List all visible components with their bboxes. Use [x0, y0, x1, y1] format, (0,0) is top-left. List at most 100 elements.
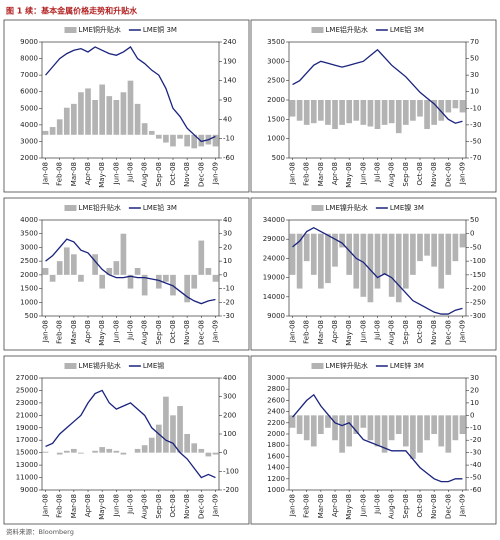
y2-tick-label: 140 — [223, 77, 236, 85]
premium-bar — [367, 233, 374, 303]
premium-bar — [141, 274, 148, 296]
y2-tick-label: -10 — [470, 424, 481, 432]
x-tick-label: Feb-08 — [303, 162, 311, 186]
premium-bar — [78, 274, 84, 282]
premium-bar — [198, 448, 205, 453]
y-tick-label: 21000 — [16, 411, 38, 419]
premium-bar — [113, 450, 120, 453]
x-tick-label: Jan-08 — [42, 320, 50, 343]
premium-bar — [346, 100, 353, 124]
premium-bar — [163, 396, 169, 453]
x-tick-label: May-08 — [345, 320, 353, 346]
x-tick-label: Mar-08 — [70, 494, 78, 518]
x-tick-label: Jan-09 — [458, 494, 466, 517]
legend-swatch — [311, 205, 324, 211]
x-tick-label: Apr-08 — [84, 494, 92, 517]
premium-bar — [120, 92, 127, 135]
y2-tick-label: 400 — [223, 374, 236, 382]
x-tick-label: Jun-08 — [359, 162, 367, 185]
x-tick-label: Dec-08 — [197, 494, 205, 519]
premium-bar — [374, 415, 381, 447]
price-line — [45, 238, 216, 305]
premium-bar — [148, 437, 155, 453]
premium-bar — [388, 100, 395, 124]
premium-bar — [303, 233, 310, 262]
premium-bar — [459, 233, 466, 248]
premium-bar — [170, 134, 176, 147]
premium-bar — [106, 448, 113, 453]
premium-bar — [339, 100, 345, 125]
y2-tick-label: -60 — [470, 486, 481, 494]
premium-bar — [56, 261, 63, 275]
x-tick-label: Feb-08 — [56, 494, 64, 518]
legend-swatch — [311, 27, 324, 33]
y-tick-label: 1000 — [267, 135, 285, 143]
legend-label: LME镍升贴水 — [326, 203, 368, 212]
legend-swatch — [64, 27, 77, 33]
x-tick-label: Jan-08 — [42, 494, 50, 517]
premium-bar — [184, 134, 190, 147]
x-tick-label: May-08 — [98, 162, 106, 188]
premium-bar — [388, 233, 395, 297]
x-tick-label: Apr-08 — [331, 162, 339, 185]
premium-bar — [42, 130, 49, 135]
y-tick-label: 1400 — [267, 464, 285, 472]
x-tick-label: Feb-08 — [303, 320, 311, 344]
x-tick-label: Jun-08 — [112, 494, 120, 517]
y-tick-label: 2000 — [20, 154, 38, 162]
premium-bar — [303, 100, 310, 125]
y2-tick-label: 30 — [470, 374, 479, 382]
premium-bar — [395, 233, 402, 303]
x-tick-label: Dec-08 — [444, 494, 452, 519]
y2-tick-label: 20 — [223, 243, 232, 251]
premium-bar — [120, 233, 127, 275]
legend-label: LME铜升贴水 — [79, 25, 121, 34]
y-tick-label: 14000 — [263, 293, 285, 301]
x-tick-label: Dec-08 — [197, 320, 205, 345]
y-tick-label: 1000 — [20, 298, 38, 306]
legend-label: LME铅 3M — [143, 203, 177, 212]
premium-bar — [148, 130, 155, 135]
source-note: 资料来源：Bloomberg — [6, 527, 74, 536]
x-tick-label: Jul-08 — [127, 162, 135, 183]
x-tick-label: Nov-08 — [430, 494, 438, 519]
premium-bar — [318, 100, 324, 121]
premium-bar — [325, 100, 331, 125]
premium-bar — [78, 92, 84, 135]
premium-bar — [63, 450, 70, 453]
premium-bar — [360, 233, 367, 297]
legend-label: LME锡 — [143, 361, 164, 370]
premium-bar — [134, 448, 141, 453]
x-tick-label: Jan-09 — [458, 320, 466, 343]
y-tick-label: 9000 — [20, 486, 38, 494]
x-tick-label: Jan-09 — [211, 162, 219, 185]
x-tick-label: Aug-08 — [141, 320, 149, 345]
premium-bar — [346, 415, 353, 447]
plot-frame — [41, 377, 220, 491]
x-tick-label: Feb-08 — [56, 162, 64, 186]
premium-bar — [445, 415, 452, 453]
premium-bar — [360, 100, 367, 125]
premium-bar — [56, 119, 63, 135]
y-tick-label: 23000 — [16, 399, 38, 407]
y-tick-label: 29000 — [263, 235, 285, 243]
y-tick-label: 9000 — [267, 312, 285, 320]
x-tick-label: Jan-08 — [289, 162, 297, 185]
legend-label: LME镍 3M — [390, 203, 424, 212]
y2-tick-label: -300 — [470, 312, 486, 320]
y2-tick-label: -70 — [470, 154, 481, 162]
premium-bar — [127, 80, 134, 135]
premium-bar — [431, 100, 437, 125]
y2-tick-label: 40 — [223, 216, 232, 224]
premium-bar — [289, 415, 296, 428]
y-tick-label: 2600 — [267, 396, 285, 404]
panel-frame — [250, 197, 497, 351]
x-tick-label: Apr-08 — [84, 320, 92, 343]
premium-bar — [191, 274, 198, 289]
y-tick-label: 3000 — [20, 137, 38, 145]
premium-bar — [438, 233, 445, 289]
y2-tick-label: -20 — [470, 436, 481, 444]
y-tick-label: 13000 — [16, 461, 38, 469]
x-tick-label: Oct-08 — [169, 494, 177, 518]
